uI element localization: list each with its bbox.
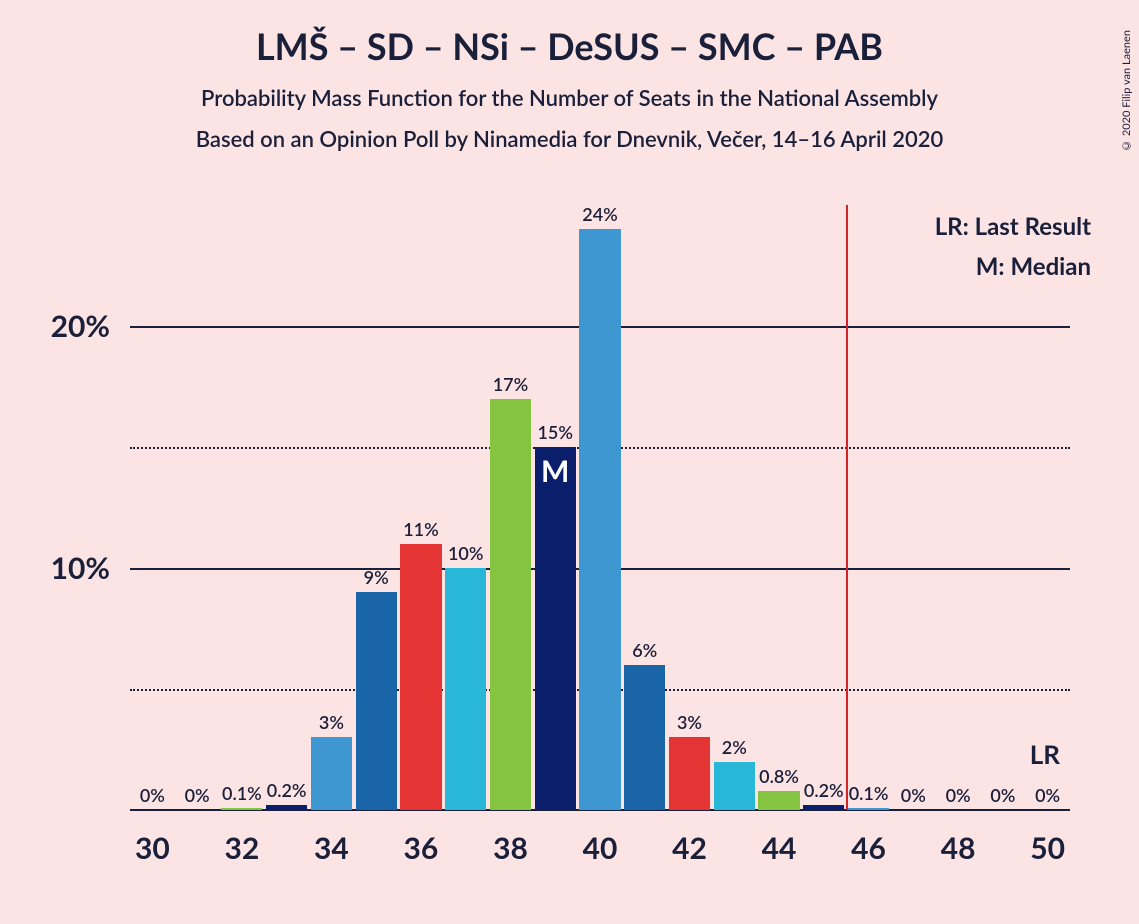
bar-label-40: 24%	[582, 203, 617, 225]
bar-label-48: 0%	[946, 784, 971, 806]
bar-seat-40	[579, 229, 620, 810]
lr-axis-label: LR	[1030, 738, 1060, 770]
bar-seat-41	[624, 665, 665, 810]
x-axis-label: 36	[404, 830, 439, 866]
bar-label-39: 15%	[537, 421, 572, 443]
bar-seat-44	[758, 791, 799, 810]
x-axis-label: 48	[941, 830, 976, 866]
bar-seat-34	[311, 737, 352, 810]
bar-label-50: 0%	[1035, 784, 1060, 806]
bar-label-36: 11%	[403, 518, 438, 540]
chart-subtitle2: Based on an Opinion Poll by Ninamedia fo…	[0, 125, 1139, 152]
bar-seat-38	[490, 399, 531, 810]
bar-label-43: 2%	[722, 736, 747, 758]
bar-seat-42	[669, 737, 710, 810]
x-axis-label: 42	[672, 830, 707, 866]
bar-seat-36	[400, 544, 441, 810]
bar-seat-46	[848, 808, 889, 810]
bar-label-35: 9%	[364, 566, 389, 588]
bar-label-30: 0%	[140, 784, 165, 806]
x-axis-label: 44	[762, 830, 797, 866]
x-axis-label: 50	[1030, 830, 1065, 866]
bar-seat-33	[266, 805, 307, 810]
bar-label-49: 0%	[990, 784, 1015, 806]
x-axis-label: 32	[224, 830, 259, 866]
chart-plot-area: 10%20%0%0%0.1%0.2%3%9%11%10%17%15%M24%6%…	[130, 205, 1100, 810]
bar-seat-45	[803, 805, 844, 810]
bar-seat-37	[445, 568, 486, 810]
bar-seat-32	[221, 808, 262, 810]
x-axis-label: 30	[135, 830, 170, 866]
bar-label-47: 0%	[901, 784, 926, 806]
bar-label-45: 0.2%	[804, 779, 844, 801]
bar-seat-43	[714, 762, 755, 810]
median-marker: M	[541, 453, 569, 489]
bar-seat-39	[535, 447, 576, 810]
x-axis-label: 46	[851, 830, 886, 866]
bar-label-46: 0.1%	[849, 782, 889, 804]
y-axis-label: 20%	[51, 308, 110, 344]
y-axis-label: 10%	[51, 550, 110, 586]
bar-label-33: 0.2%	[267, 779, 307, 801]
bar-label-38: 17%	[493, 373, 528, 395]
bar-label-44: 0.8%	[759, 765, 799, 787]
chart-title: LMŠ – SD – NSi – DeSUS – SMC – PAB	[0, 0, 1139, 68]
bar-label-37: 10%	[448, 542, 483, 564]
chart-subtitle: Probability Mass Function for the Number…	[0, 84, 1139, 111]
bar-seat-35	[356, 592, 397, 810]
bar-label-34: 3%	[319, 711, 344, 733]
bar-label-42: 3%	[677, 711, 702, 733]
lr-line	[846, 205, 848, 810]
x-axis-label: 40	[583, 830, 618, 866]
bar-label-41: 6%	[632, 639, 657, 661]
bar-label-32: 0.1%	[222, 782, 262, 804]
copyright-text: © 2020 Filip van Laenen	[1120, 30, 1133, 152]
x-axis-label: 34	[314, 830, 349, 866]
x-axis-label: 38	[493, 830, 528, 866]
bar-label-31: 0%	[185, 784, 210, 806]
